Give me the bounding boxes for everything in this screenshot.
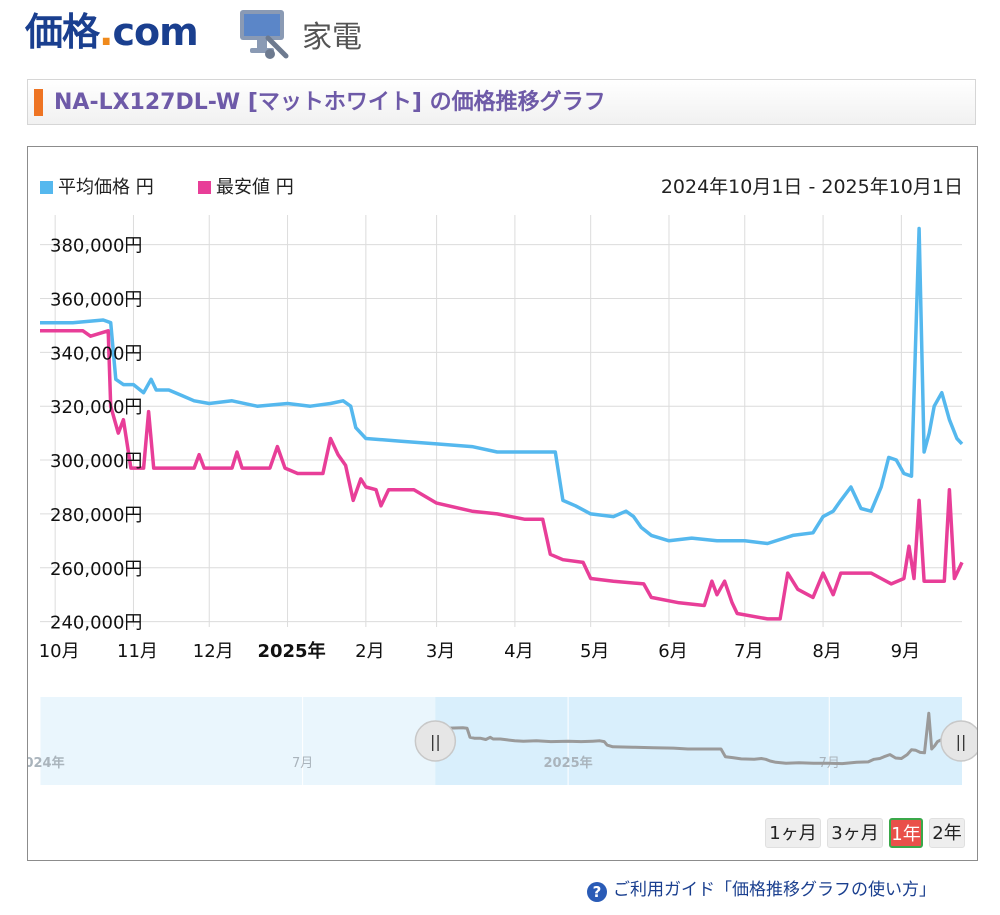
handle-glyph: || (430, 732, 441, 751)
title-accent-bar (34, 89, 43, 116)
y-tick-label: 360,000円 (50, 289, 142, 310)
range-button-1[interactable]: 3ヶ月 (827, 818, 883, 848)
y-tick-label: 380,000円 (50, 236, 142, 257)
y-tick-label: 240,000円 (50, 613, 142, 634)
x-tick-label: 4月 (504, 641, 533, 662)
y-tick-label: 300,000円 (50, 451, 142, 472)
price-graph-panel: 平均価格 円 最安値 円 2024年10月1日 - 2025年10月1日 240… (27, 146, 978, 861)
series-line-avg (40, 226, 964, 546)
x-tick-label: 7月 (734, 641, 763, 662)
x-tick-label: 11月 (117, 641, 158, 662)
legend-min-swatch (198, 181, 211, 194)
navigator-label: 7月 (292, 756, 313, 771)
x-tick-label: 8月 (812, 641, 841, 662)
page-title: NA-LX127DL-W [マットホワイト] の価格推移グラフ (54, 90, 606, 115)
x-tick-label: 6月 (658, 641, 687, 662)
range-button-0[interactable]: 1ヶ月 (765, 818, 821, 848)
series-line-min (40, 329, 964, 621)
legend-avg-swatch (40, 181, 53, 194)
y-tick-label: 280,000円 (50, 505, 142, 526)
y-tick-label: 260,000円 (50, 559, 142, 580)
y-tick-label: 340,000円 (50, 343, 142, 364)
legend-avg[interactable]: 平均価格 円 (40, 177, 154, 199)
guide-link[interactable]: ? ご利用ガイド「価格推移グラフの使い方」 (587, 878, 936, 902)
logo-com: com (112, 10, 198, 54)
x-tick-label: 2月 (355, 641, 384, 662)
x-tick-label: 5月 (580, 641, 609, 662)
kakaku-logo[interactable]: 価格.com (25, 10, 199, 54)
handle-glyph: || (956, 732, 967, 751)
x-tick-label: 10月 (39, 641, 80, 662)
navigator-handle-right[interactable]: || (940, 720, 977, 762)
navigator: 2024年7月2025年7月|||| (28, 697, 977, 785)
range-button-2[interactable]: 1年 (889, 818, 923, 848)
legend-min[interactable]: 最安値 円 (198, 177, 294, 199)
navigator-line (426, 711, 954, 766)
x-tick-label: 2025年 (257, 640, 325, 662)
logo-main: 価格 (25, 10, 100, 54)
help-icon: ? (587, 882, 607, 902)
navigator-label: 2024年 (28, 755, 65, 771)
category-label[interactable]: 家電 (302, 20, 362, 55)
guide-text: ご利用ガイド「価格推移グラフの使い方」 (613, 880, 936, 900)
grid (40, 215, 962, 627)
y-tick-label: 320,000円 (50, 397, 142, 418)
legend-min-label: 最安値 円 (216, 177, 294, 198)
title-bar: NA-LX127DL-W [マットホワイト] の価格推移グラフ (27, 79, 976, 125)
logo-dot: . (99, 10, 113, 54)
site-header: 価格.com 家電 (25, 8, 525, 60)
price-chart[interactable]: 240,000円 260,000円 280,000円 300,000円 320,000円… (28, 147, 977, 860)
range-buttons: 1ヶ月 3ヶ月 1年 2年 (765, 818, 965, 850)
monitor-icon[interactable] (238, 8, 292, 60)
navigator-handle-left[interactable]: || (414, 720, 457, 762)
legend-avg-label: 平均価格 円 (58, 177, 154, 198)
navigator-label: 2025年 (544, 755, 593, 771)
handle-circle (940, 720, 977, 762)
x-tick-label: 3月 (426, 641, 455, 662)
x-tick-label: 9月 (891, 641, 920, 662)
date-range: 2024年10月1日 - 2025年10月1日 (660, 176, 963, 198)
handle-circle (414, 720, 457, 762)
range-button-3[interactable]: 2年 (929, 818, 965, 848)
x-tick-label: 12月 (193, 641, 234, 662)
